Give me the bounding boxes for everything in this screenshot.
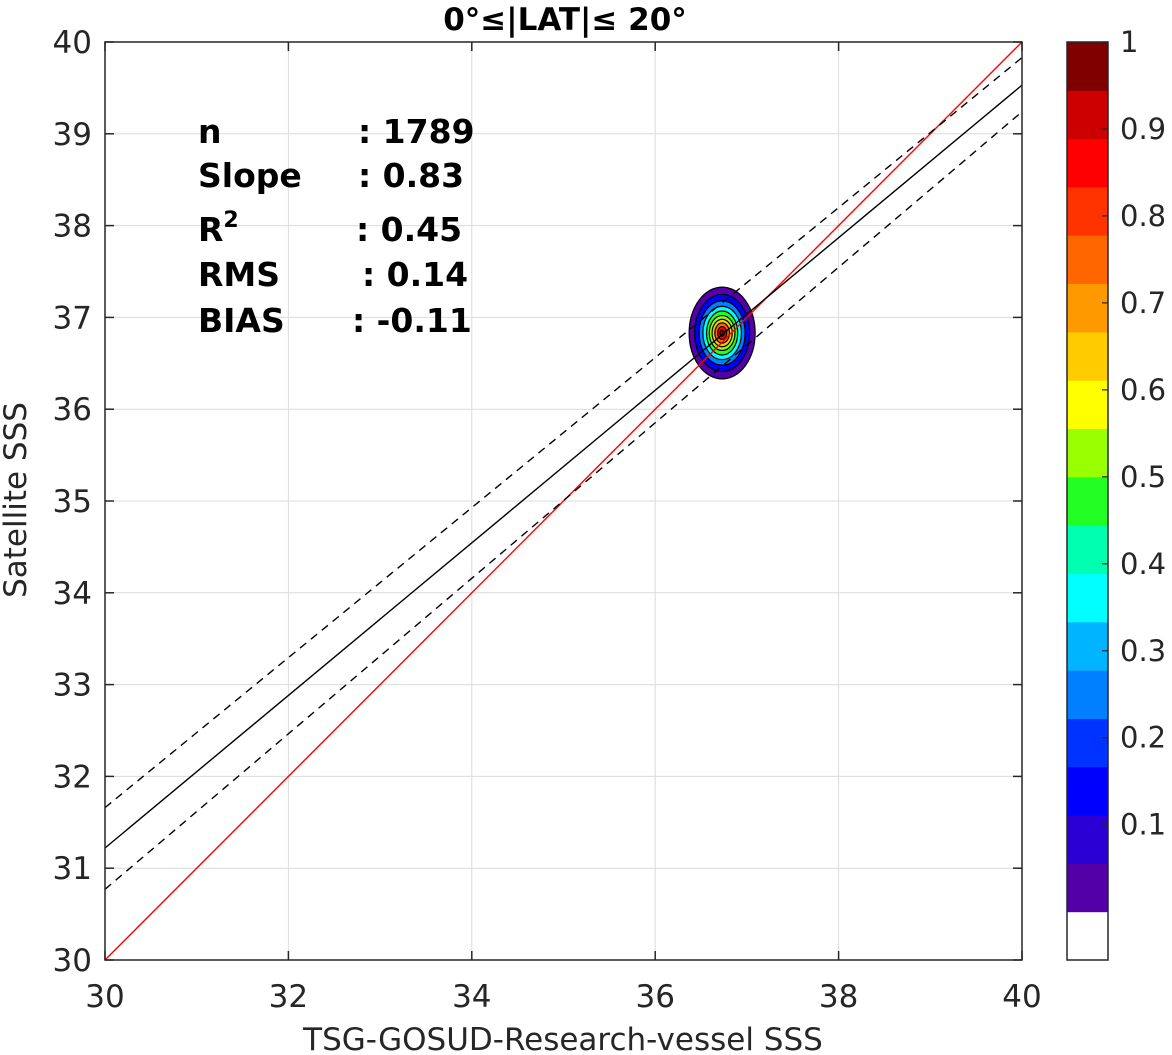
colorbar-tick-label: 0.4 <box>1120 547 1166 581</box>
y-tick-labels: 30 31 32 33 34 35 36 37 38 39 40 <box>53 25 92 979</box>
colorbar-segment <box>1067 90 1108 140</box>
stat-label-superscript: 2 <box>223 208 238 233</box>
colorbar-segment <box>1067 138 1108 188</box>
x-tick-label: 34 <box>452 979 491 1015</box>
x-tick-label: 32 <box>269 979 308 1015</box>
y-tick-label: 30 <box>53 943 92 979</box>
colorbar-segment <box>1067 815 1108 864</box>
lower-bound-line <box>104 111 1023 890</box>
colorbar-tick-label: 0.3 <box>1120 634 1166 668</box>
colorbar-frame <box>1066 41 1109 961</box>
y-tick-label: 38 <box>53 209 92 245</box>
colorbar-segment <box>1067 235 1108 285</box>
x-tick-labels: 30 32 34 36 38 40 <box>85 979 1041 1015</box>
colorbar: 0.1 0.2 0.3 0.4 0.5 0.6 0.7 0.8 0.9 1 <box>1066 25 1166 961</box>
colorbar-segment <box>1067 718 1108 768</box>
fit-lines <box>104 41 1023 961</box>
y-tick-label: 39 <box>53 117 92 153</box>
x-axis-label: TSG-GOSUD-Research-vessel SSS <box>302 1022 823 1055</box>
chart-title: 0°≤|LAT|≤ 20° <box>443 2 687 38</box>
stat-label: BIAS <box>198 301 285 340</box>
colorbar-segment <box>1067 186 1108 236</box>
colorbar-segment <box>1067 380 1108 430</box>
colorbar-segment <box>1067 283 1108 333</box>
stat-value: : -0.11 <box>352 301 472 340</box>
colorbar-segment <box>1067 428 1108 478</box>
y-tick-label: 34 <box>53 576 92 612</box>
y-tick-label: 37 <box>53 300 92 336</box>
colorbar-segment <box>1067 525 1108 574</box>
y-tick-label: 40 <box>53 25 92 61</box>
stat-value: : 0.45 <box>356 210 462 249</box>
stat-value: : 1789 <box>358 112 475 151</box>
stat-value: : 0.83 <box>358 156 464 195</box>
y-tick-label: 35 <box>53 484 92 520</box>
upper-bound-line <box>104 57 1023 809</box>
x-tick-label: 36 <box>635 979 674 1015</box>
colorbar-segment <box>1067 621 1108 671</box>
y-tick-label: 32 <box>53 759 92 795</box>
y-tick-label: 31 <box>53 851 92 887</box>
colorbar-segment <box>1067 863 1108 913</box>
colorbar-tick-label: 0.8 <box>1120 199 1166 233</box>
colorbar-tick-label: 1 <box>1120 25 1138 59</box>
colorbar-tick-label: 0.6 <box>1120 373 1166 407</box>
colorbar-tick-label: 0.1 <box>1120 808 1166 842</box>
stat-value: : 0.14 <box>362 255 468 294</box>
colorbar-tick-label: 0.2 <box>1120 721 1166 755</box>
colorbar-segment <box>1067 42 1108 91</box>
stat-label: n <box>198 112 222 151</box>
y-axis-label: Satellite SSS <box>0 402 34 598</box>
x-tick-label: 30 <box>85 979 124 1015</box>
x-tick-label: 40 <box>1002 979 1041 1015</box>
colorbar-segment <box>1067 476 1108 526</box>
colorbar-tick-label: 0.9 <box>1120 112 1166 146</box>
stat-label: Slope <box>198 156 302 195</box>
statistics-box: n : 1789 Slope : 0.83 R2 : 0.45 RMS : 0.14 BIAS:… <box>198 112 475 340</box>
colorbar-tick-label: 0.5 <box>1120 460 1166 494</box>
colorbar-segment <box>1067 573 1108 623</box>
x-tick-label: 38 <box>819 979 858 1015</box>
density-contours <box>688 286 756 380</box>
colorbar-tick-label: 0.7 <box>1120 286 1166 320</box>
colorbar-segment <box>1067 911 1108 961</box>
colorbar-segment <box>1067 670 1108 719</box>
y-tick-label: 36 <box>53 392 92 428</box>
stat-label: RMS <box>198 255 280 294</box>
one-to-one-line <box>104 41 1023 961</box>
colorbar-segment <box>1067 331 1108 381</box>
axis-ticks <box>104 41 1023 961</box>
colorbar-segment <box>1067 766 1108 816</box>
y-tick-label: 33 <box>53 668 92 704</box>
stat-label: R2 <box>198 208 239 249</box>
regression-line <box>104 84 1023 849</box>
